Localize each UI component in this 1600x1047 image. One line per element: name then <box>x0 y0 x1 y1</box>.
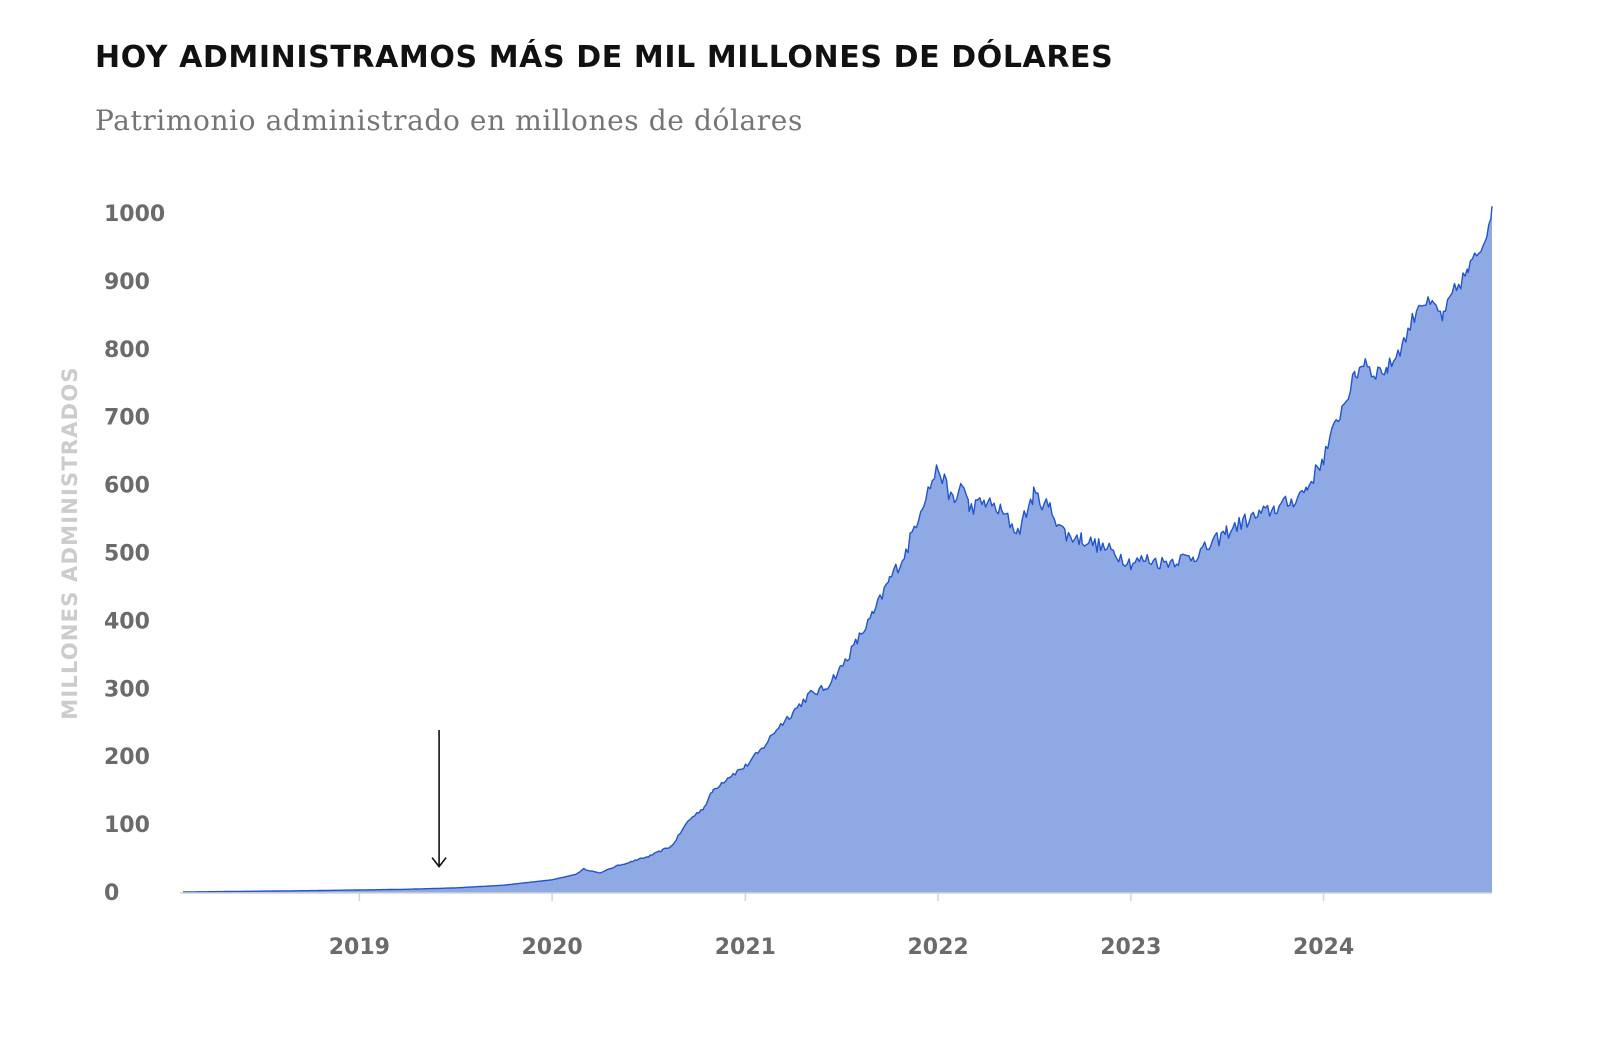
arrow-head <box>431 857 447 868</box>
series-line <box>183 206 1493 893</box>
y-tick-label-200: 200 <box>104 745 150 770</box>
y-tick-label-300: 300 <box>104 677 150 702</box>
y-tick-label-700: 700 <box>104 406 150 431</box>
x-tick-label-2019: 2019 <box>329 935 390 960</box>
x-tick-label-2023: 2023 <box>1100 935 1161 960</box>
x-tick-label-2020: 2020 <box>521 935 582 960</box>
x-tick-label-2021: 2021 <box>715 935 776 960</box>
y-axis-title: MILLONES ADMINISTRADOS <box>58 366 82 719</box>
arrow-annotation <box>431 730 447 868</box>
area-fill <box>183 206 1492 893</box>
chart-title: HOY ADMINISTRAMOS MÁS DE MIL MILLONES DE… <box>95 40 1114 75</box>
y-tick-label-100: 100 <box>104 813 150 838</box>
y-tick-label-800: 800 <box>104 338 150 363</box>
y-axis-ticks: 0 100 200 300 400 500 600 700 800 900 1000 <box>104 202 165 906</box>
y-tick-label-1000: 1000 <box>104 202 165 227</box>
x-axis-ticks: 2019 2020 2021 2022 2023 2024 <box>329 893 1354 960</box>
y-tick-label-500: 500 <box>104 542 150 567</box>
y-tick-label-600: 600 <box>104 474 150 499</box>
x-tick-label-2022: 2022 <box>907 935 968 960</box>
y-tick-label-400: 400 <box>104 609 150 634</box>
chart-subtitle: Patrimonio administrado en millones de d… <box>95 104 803 137</box>
y-tick-label-0: 0 <box>104 881 119 906</box>
y-tick-label-900: 900 <box>104 270 150 295</box>
x-tick-label-2024: 2024 <box>1293 935 1354 960</box>
